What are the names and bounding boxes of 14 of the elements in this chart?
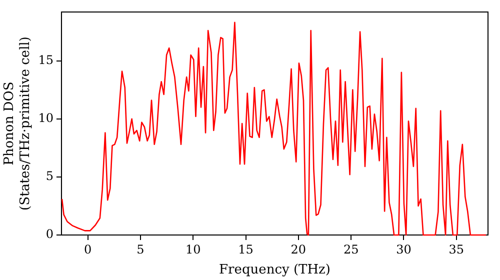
x-tick-label: 5	[136, 242, 144, 256]
y-axis-title: Phonon DOS (States/THz·primitive cell)	[2, 36, 33, 211]
x-tick-label: 30	[396, 242, 412, 256]
x-tick-label: 20	[290, 242, 306, 256]
x-tick-label: 35	[448, 242, 464, 256]
x-tick-label: 10	[185, 242, 201, 256]
y-tick-label: 5	[46, 169, 54, 184]
x-tick-label: 0	[84, 242, 92, 256]
y-tick-label: 10	[38, 110, 54, 125]
x-tick-label: 25	[343, 242, 359, 256]
y-tick-label: 0	[46, 227, 54, 242]
y-tick-label: 15	[38, 52, 54, 67]
x-tick-label: 15	[238, 242, 254, 256]
x-axis-title: Frequency (THz)	[219, 262, 330, 278]
